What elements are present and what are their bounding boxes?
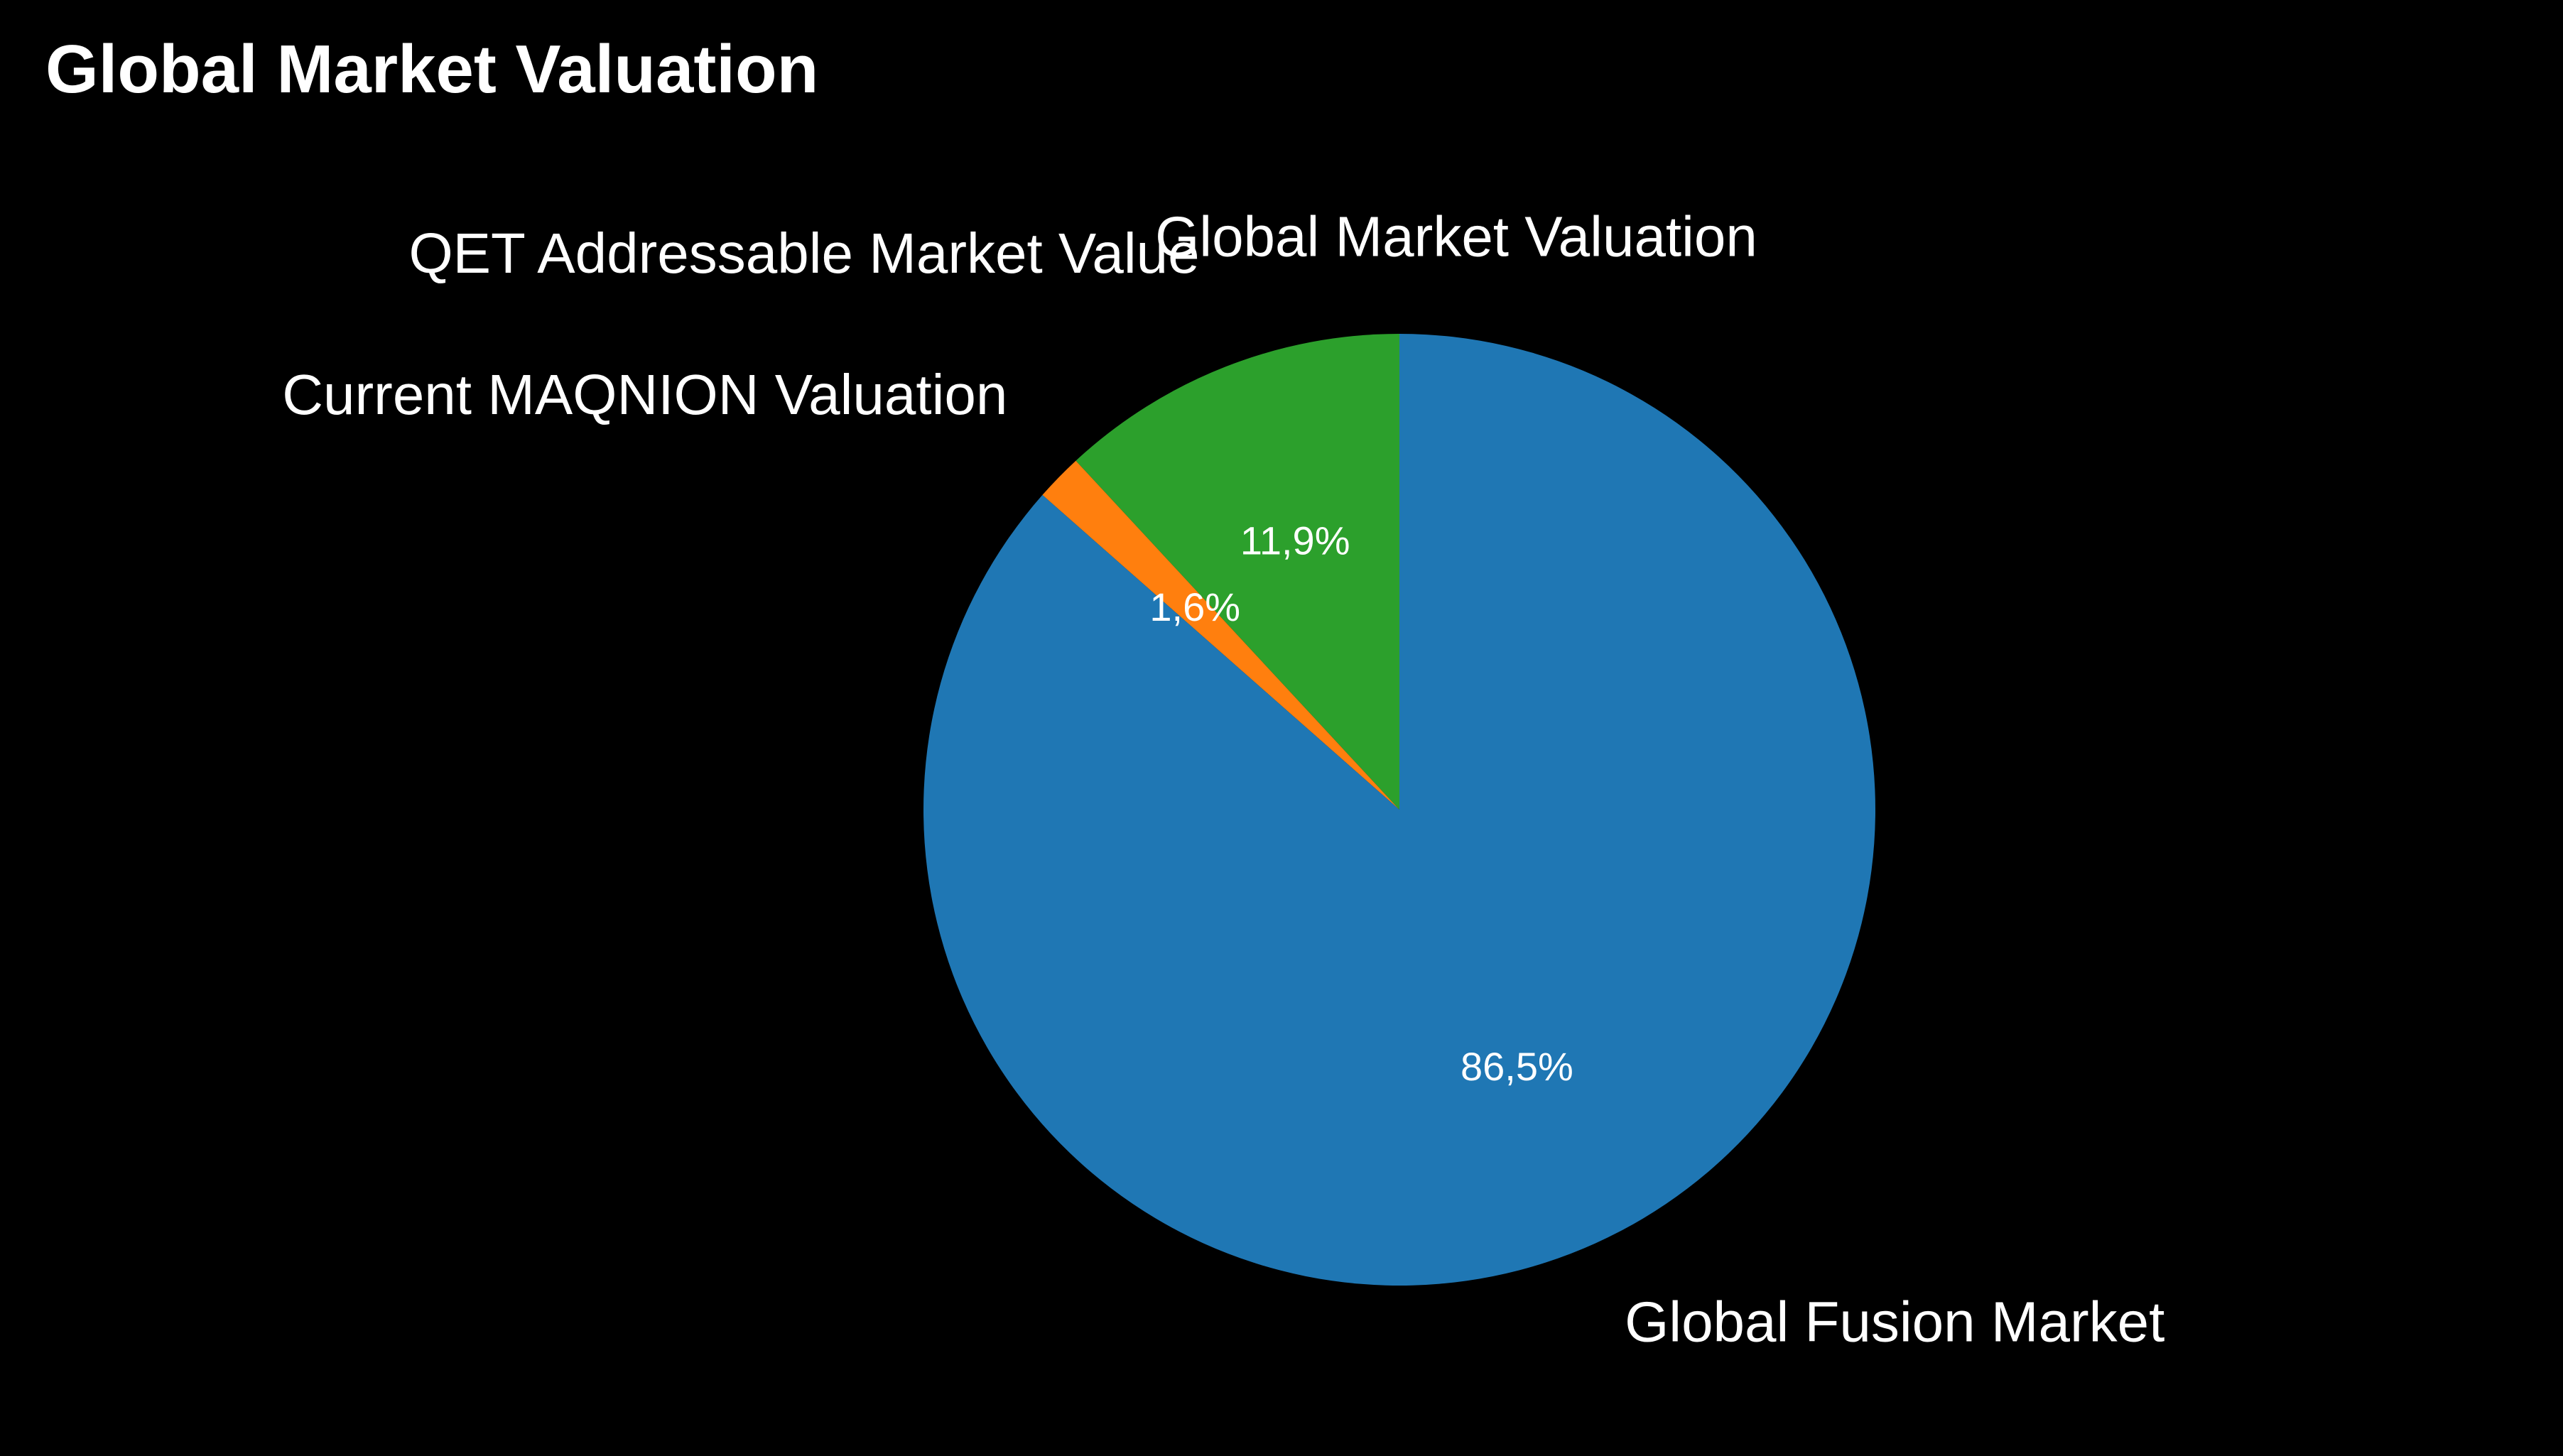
slice-label-current-maqnion-valuation: Current MAQNION Valuation <box>282 363 1007 426</box>
slice-label-global-market-valuation: Global Market Valuation <box>1155 205 1757 268</box>
slice-percent-qet-addressable-market-value: 11,9% <box>1240 518 1350 563</box>
slice-percent-current-maqnion-valuation: 1,6% <box>1149 585 1240 629</box>
slice-label-qet-addressable-market-value: QET Addressable Market Value <box>408 222 1199 285</box>
pie-slice-qet-addressable-market-value <box>1075 334 1399 810</box>
pie-slice-global-fusion-market <box>923 334 1875 1286</box>
pie-slice-current-maqnion-valuation <box>1042 460 1399 810</box>
pie-wedges <box>923 334 1875 1286</box>
slice-label-global-fusion-market: Global Fusion Market <box>1625 1290 2164 1353</box>
slice-percent-global-fusion-market: 86,5% <box>1461 1044 1573 1089</box>
page-title: Global Market Valuation <box>45 31 819 107</box>
